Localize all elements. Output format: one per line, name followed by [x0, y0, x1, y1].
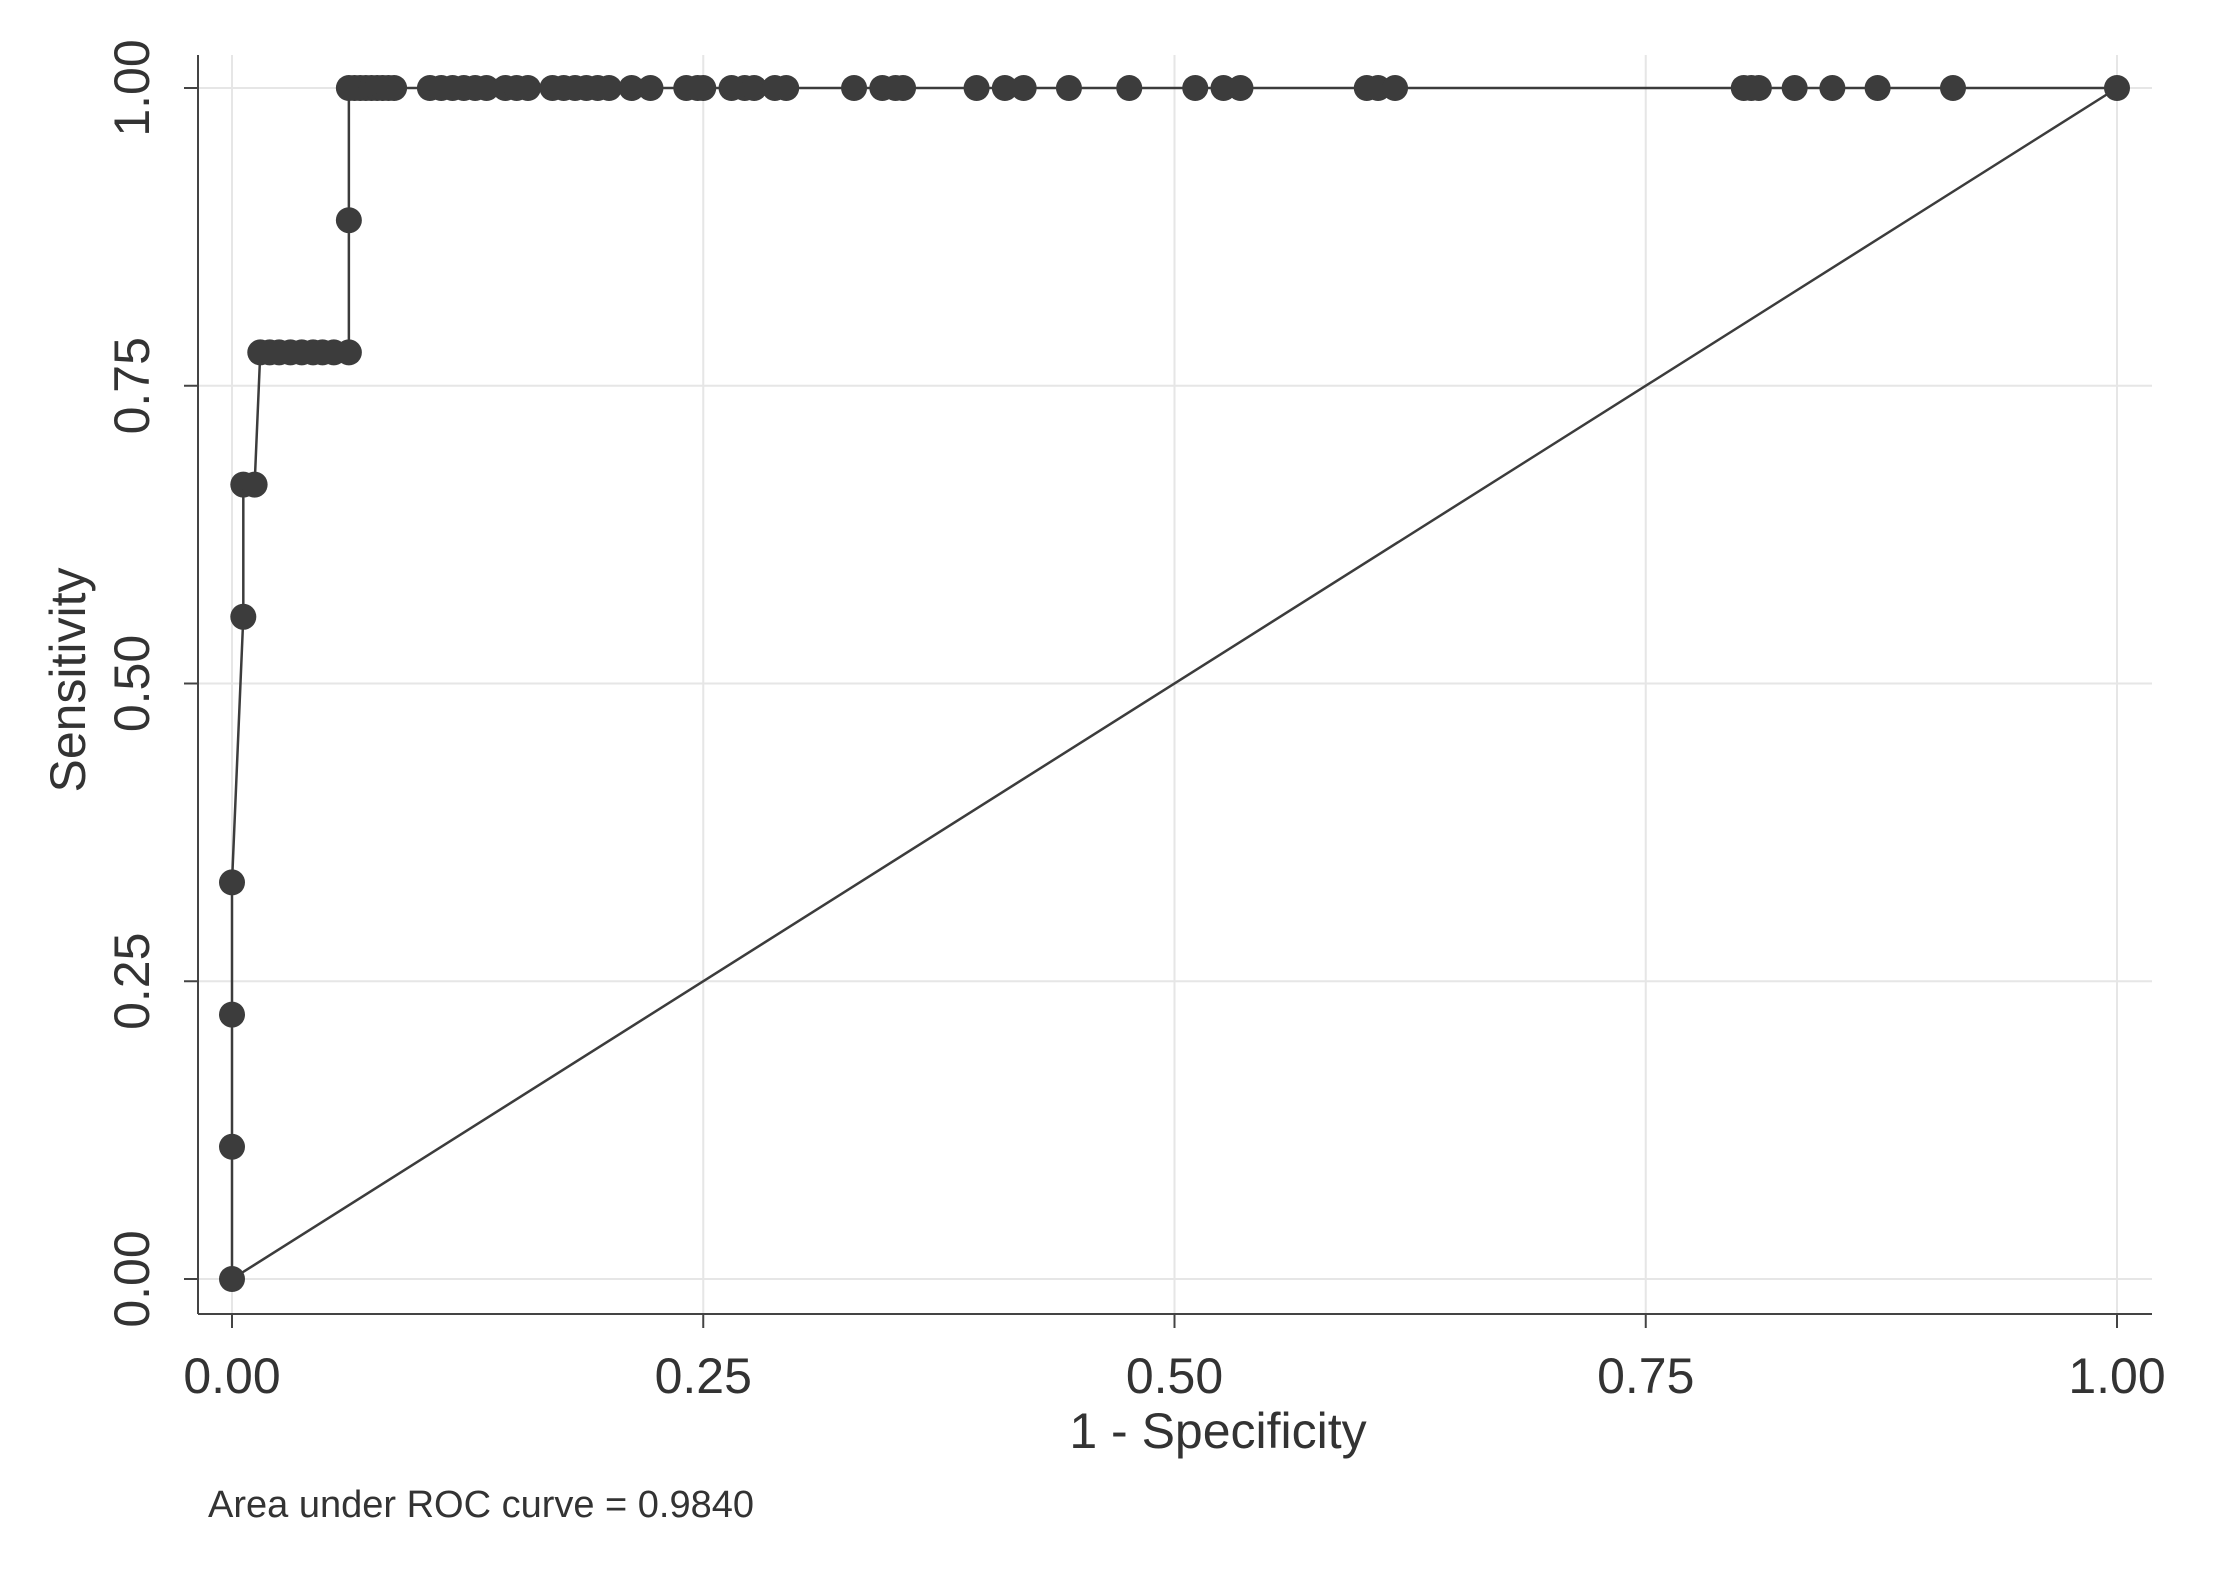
point [2104, 75, 2130, 101]
point [1227, 75, 1254, 101]
reference-line [231, 86, 2118, 1281]
point [219, 1133, 245, 1160]
point [1864, 75, 1891, 101]
y-tick-label: 0.00 [104, 1230, 160, 1327]
point [219, 1266, 245, 1292]
point [219, 869, 245, 896]
point [241, 471, 268, 498]
point [1010, 75, 1037, 101]
point [1182, 75, 1209, 101]
point [381, 75, 408, 101]
point [1382, 75, 1409, 101]
point [1940, 75, 1967, 101]
x-tick-label: 0.25 [655, 1348, 752, 1404]
point [596, 75, 622, 101]
y-axis-title: Sensitivity [40, 567, 96, 792]
point [773, 75, 800, 101]
y-tick-label: 0.50 [104, 635, 160, 732]
point [230, 603, 257, 630]
point [741, 75, 768, 101]
point [335, 207, 362, 234]
point [963, 75, 990, 101]
y-tick-label: 1.00 [104, 39, 160, 136]
point [1116, 75, 1143, 101]
point [890, 75, 917, 101]
point [841, 75, 868, 101]
point [219, 1001, 245, 1028]
note: Area under ROC curve = 0.9840 [208, 1484, 754, 1526]
point [335, 339, 362, 366]
x-tick-label: 0.00 [183, 1348, 280, 1404]
point [637, 75, 664, 101]
point [473, 75, 500, 101]
point [690, 75, 717, 101]
x-tick-label: 1.00 [2068, 1348, 2165, 1404]
point [514, 75, 541, 101]
x-tick-label: 0.50 [1126, 1348, 1223, 1404]
point [1781, 75, 1808, 101]
y-tick-label: 0.75 [104, 337, 160, 434]
x-axis-title: 1 - Specificity [1069, 1403, 1366, 1459]
point [1055, 75, 1082, 101]
y-tick-label: 0.25 [104, 933, 160, 1030]
point [618, 75, 645, 101]
point [1819, 75, 1846, 101]
point [1745, 75, 1772, 101]
point [991, 75, 1018, 101]
x-tick-label: 0.75 [1597, 1348, 1694, 1404]
